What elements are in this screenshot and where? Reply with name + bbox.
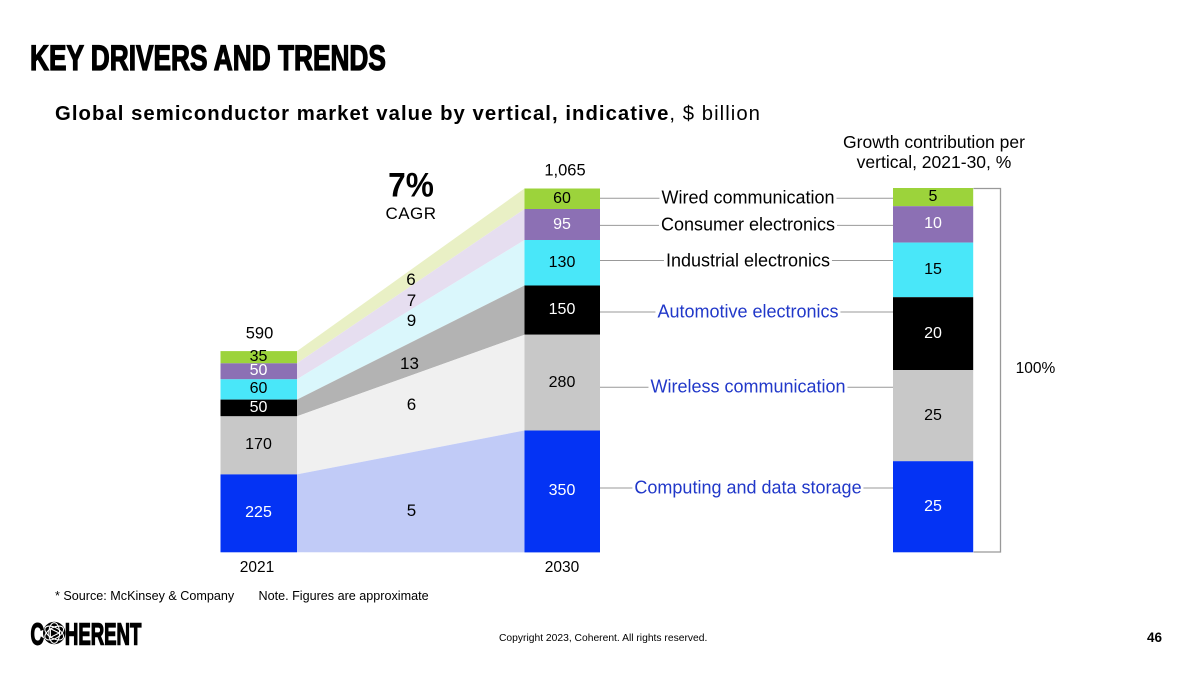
svg-text:HERENT: HERENT [65,618,142,650]
svg-text:C: C [30,618,43,650]
